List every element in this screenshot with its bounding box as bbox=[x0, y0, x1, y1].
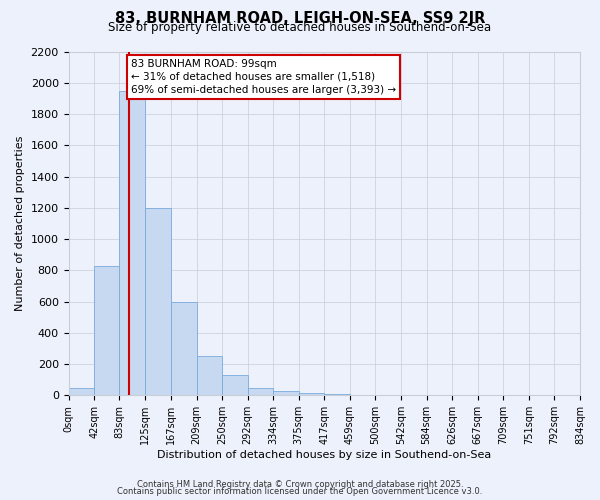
Bar bbox=[119, 90, 145, 396]
Bar bbox=[274, 390, 299, 396]
Text: 83, BURNHAM ROAD, LEIGH-ON-SEA, SS9 2JR: 83, BURNHAM ROAD, LEIGH-ON-SEA, SS9 2JR bbox=[115, 11, 485, 26]
Text: Contains public sector information licensed under the Open Government Licence v3: Contains public sector information licen… bbox=[118, 487, 482, 496]
Bar bbox=[68, 388, 94, 396]
Text: 83 BURNHAM ROAD: 99sqm
← 31% of detached houses are smaller (1,518)
69% of semi-: 83 BURNHAM ROAD: 99sqm ← 31% of detached… bbox=[131, 58, 396, 95]
Bar bbox=[350, 394, 375, 396]
X-axis label: Distribution of detached houses by size in Southend-on-Sea: Distribution of detached houses by size … bbox=[157, 450, 491, 460]
Bar bbox=[171, 302, 197, 396]
Text: Contains HM Land Registry data © Crown copyright and database right 2025.: Contains HM Land Registry data © Crown c… bbox=[137, 480, 463, 489]
Bar bbox=[222, 375, 248, 396]
Bar bbox=[94, 266, 119, 396]
Y-axis label: Number of detached properties: Number of detached properties bbox=[15, 136, 25, 311]
Text: Size of property relative to detached houses in Southend-on-Sea: Size of property relative to detached ho… bbox=[109, 22, 491, 35]
Bar bbox=[299, 393, 324, 396]
Bar bbox=[324, 394, 350, 396]
Bar bbox=[145, 208, 171, 396]
Bar bbox=[248, 388, 274, 396]
Bar bbox=[197, 356, 222, 396]
